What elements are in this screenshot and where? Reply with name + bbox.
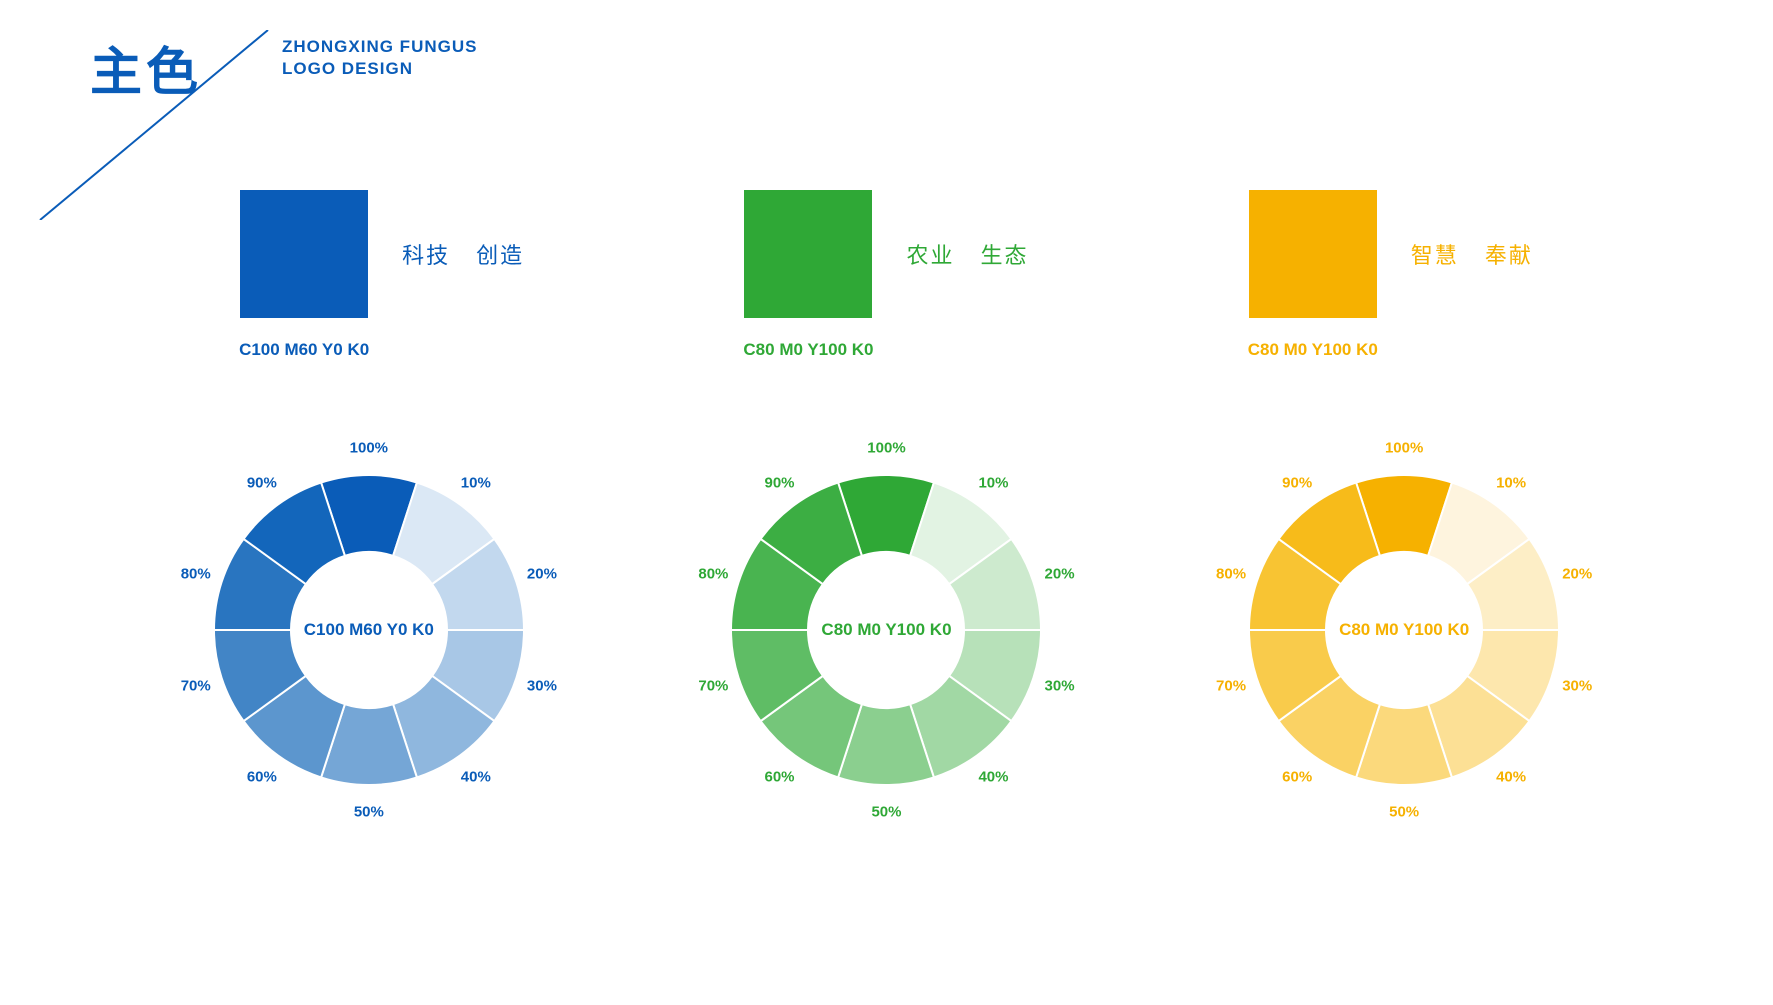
swatch-code-green: C80 M0 Y100 K0	[708, 340, 908, 360]
swatch-words-yellow: 智慧奉献	[1411, 238, 1533, 270]
tint-label: 80%	[181, 565, 211, 582]
page-title: 主色	[90, 30, 202, 105]
tint-wheel-yellow: C80 M0 Y100 K0100%10%20%30%40%50%60%70%8…	[1204, 430, 1604, 830]
tint-label: 40%	[461, 769, 491, 786]
tint-label: 60%	[764, 769, 794, 786]
tint-label: 100%	[1385, 440, 1423, 457]
tint-label: 20%	[1562, 565, 1592, 582]
tint-label: 100%	[350, 440, 388, 457]
subtitle-line2: LOGO DESIGN	[282, 58, 477, 80]
tint-wheel-svg	[686, 430, 1086, 830]
tint-label: 90%	[1282, 474, 1312, 491]
swatch-yellow: 智慧奉献C80 M0 Y100 K0	[1249, 190, 1533, 318]
word2: 生态	[980, 238, 1028, 270]
tint-label: 30%	[1045, 678, 1075, 695]
tint-label: 20%	[527, 565, 557, 582]
tint-wheel-green: C80 M0 Y100 K0100%10%20%30%40%50%60%70%8…	[686, 430, 1086, 830]
tint-label: 30%	[1562, 678, 1592, 695]
tint-label: 60%	[1282, 769, 1312, 786]
tint-wheel-svg	[169, 430, 569, 830]
subtitle-line1: ZHONGXING FUNGUS	[282, 36, 477, 58]
swatch-blue: 科技创造C100 M60 Y0 K0	[240, 190, 524, 318]
swatch-box-yellow	[1249, 190, 1377, 318]
tint-label: 50%	[871, 804, 901, 821]
swatch-words-green: 农业生态	[906, 238, 1028, 270]
word1: 农业	[906, 238, 954, 270]
tint-label: 60%	[247, 769, 277, 786]
tint-wheel-svg	[1204, 430, 1604, 830]
tint-label: 70%	[1216, 678, 1246, 695]
tint-label: 20%	[1045, 565, 1075, 582]
tint-label: 10%	[461, 474, 491, 491]
header: 主色 ZHONGXING FUNGUS LOGO DESIGN	[90, 30, 477, 105]
swatch-words-blue: 科技创造	[402, 238, 524, 270]
tint-label: 40%	[978, 769, 1008, 786]
swatch-code-yellow: C80 M0 Y100 K0	[1213, 340, 1413, 360]
tint-label: 90%	[247, 474, 277, 491]
word2: 奉献	[1485, 238, 1533, 270]
tint-label: 30%	[527, 678, 557, 695]
swatch-box-green	[744, 190, 872, 318]
swatch-code-blue: C100 M60 Y0 K0	[204, 340, 404, 360]
swatch-row: 科技创造C100 M60 Y0 K0 农业生态C80 M0 Y100 K0 智慧奉献…	[0, 190, 1773, 318]
page-subtitle: ZHONGXING FUNGUS LOGO DESIGN	[282, 36, 477, 80]
tint-label: 40%	[1496, 769, 1526, 786]
tint-label: 10%	[978, 474, 1008, 491]
tint-label: 80%	[1216, 565, 1246, 582]
swatch-box-blue	[240, 190, 368, 318]
swatch-green: 农业生态C80 M0 Y100 K0	[744, 190, 1028, 318]
page: 主色 ZHONGXING FUNGUS LOGO DESIGN 科技创造C100…	[0, 0, 1773, 1005]
tint-label: 100%	[867, 440, 905, 457]
tint-label: 70%	[698, 678, 728, 695]
tint-label: 10%	[1496, 474, 1526, 491]
word1: 智慧	[1411, 238, 1459, 270]
word1: 科技	[402, 238, 450, 270]
wheel-row: C100 M60 Y0 K0100%10%20%30%40%50%60%70%8…	[0, 430, 1773, 830]
tint-wheel-blue: C100 M60 Y0 K0100%10%20%30%40%50%60%70%8…	[169, 430, 569, 830]
tint-label: 70%	[181, 678, 211, 695]
word2: 创造	[476, 238, 524, 270]
tint-label: 50%	[354, 804, 384, 821]
tint-label: 80%	[698, 565, 728, 582]
tint-label: 90%	[764, 474, 794, 491]
tint-label: 50%	[1389, 804, 1419, 821]
